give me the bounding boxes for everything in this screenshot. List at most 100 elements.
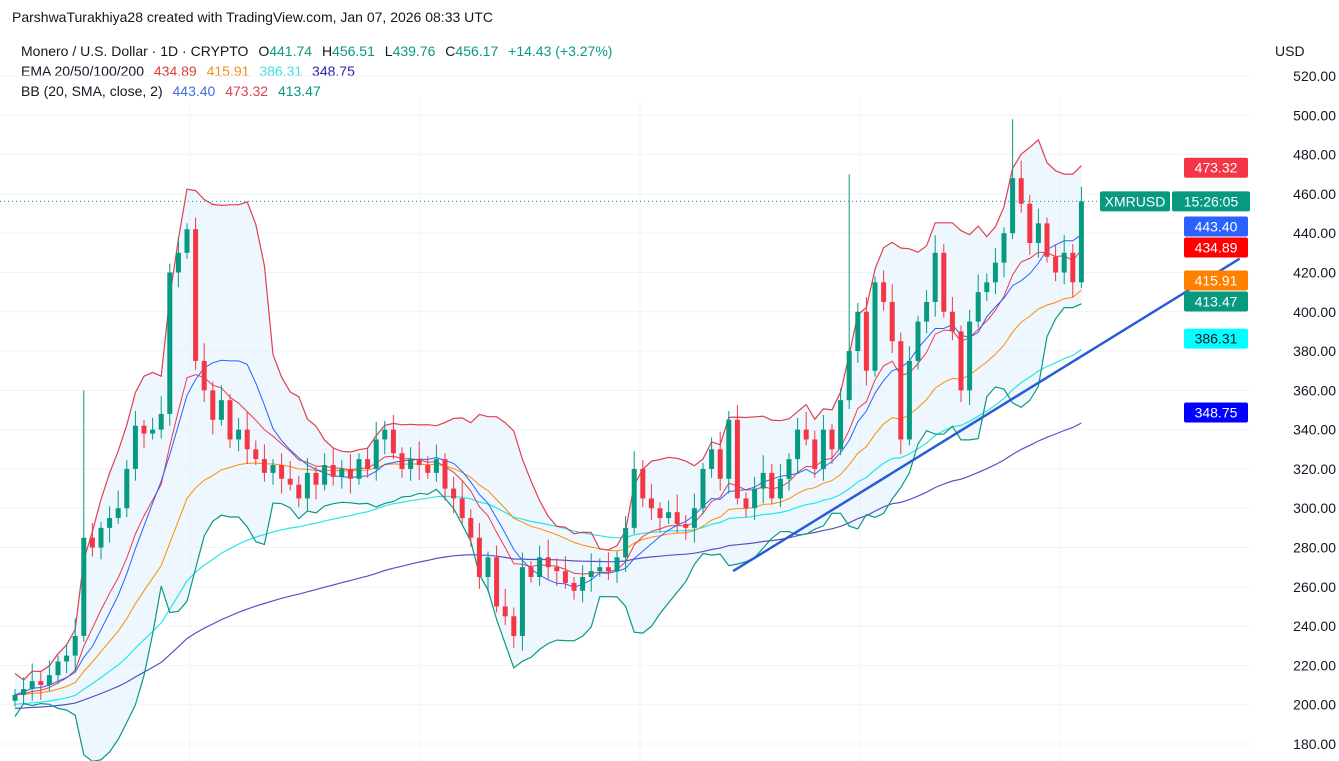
candle-body [889, 301, 895, 342]
last-price-label: XMRUSD 15:26:05 [1100, 191, 1250, 212]
y-tick-label: 400.00 [1293, 304, 1336, 320]
candle-body [932, 252, 938, 302]
candle-body [777, 478, 783, 499]
candle-body [528, 567, 534, 577]
y-tick-label: 520.00 [1293, 68, 1336, 84]
candle-body [115, 508, 121, 519]
candle-body [296, 484, 302, 499]
candle-body [373, 439, 379, 469]
y-tick-label: 300.00 [1293, 500, 1336, 516]
candle-body [1010, 178, 1016, 234]
candle-body [760, 472, 766, 489]
candle-body [29, 681, 35, 689]
y-tick-label: 260.00 [1293, 579, 1336, 595]
candle-body [408, 459, 414, 469]
high-label: H [321, 43, 333, 59]
candle-body [915, 321, 921, 361]
symbol-legend-row: Monero / U.S. Dollar · 1D · CRYPTO O441.… [21, 41, 618, 61]
candle-body [1027, 203, 1033, 243]
candle-body [700, 468, 706, 509]
candle-body [1035, 223, 1041, 243]
candle-body [89, 537, 95, 548]
candle-body [1078, 201, 1084, 283]
candle-body [46, 675, 52, 686]
price-label-text: 413.47 [1195, 294, 1238, 310]
ema100-line [14, 349, 1082, 705]
open-value: 441.74 [269, 43, 313, 59]
candle-body [820, 429, 826, 469]
ema-label[interactable]: EMA 20/50/100/200 [21, 63, 144, 79]
y-tick-label: 460.00 [1293, 186, 1336, 202]
symbol-title[interactable]: Monero / U.S. Dollar · 1D · CRYPTO [21, 43, 249, 59]
price-label-text: 434.89 [1195, 239, 1238, 255]
candle-body [416, 459, 422, 466]
candle-body [81, 537, 87, 636]
candle-body [1018, 178, 1024, 204]
candle-body [786, 459, 792, 479]
candle-body [597, 567, 603, 572]
countdown-text: 15:26:05 [1184, 193, 1239, 209]
candle-body [356, 459, 362, 479]
candle-body [304, 472, 310, 499]
open-label: O [258, 43, 270, 59]
y-tick-label: 280.00 [1293, 540, 1336, 556]
candle-body [872, 282, 878, 371]
candle-body [1044, 223, 1050, 257]
candle-body [958, 331, 964, 391]
candle-body [476, 537, 482, 577]
candle-body [433, 459, 439, 473]
candle-body [167, 272, 173, 414]
low-label: L [384, 43, 393, 59]
y-tick-label: 360.00 [1293, 382, 1336, 398]
candle-body [485, 557, 491, 577]
candle-body [347, 468, 353, 479]
candle-body [451, 488, 457, 499]
candle-body [949, 311, 955, 332]
bb-label[interactable]: BB (20, SMA, close, 2) [21, 83, 163, 99]
candle-body [666, 512, 672, 519]
candle-body [1053, 256, 1059, 273]
countdown-tag [1172, 191, 1250, 212]
ema50-line [14, 289, 1082, 696]
y-tick-label: 220.00 [1293, 657, 1336, 673]
candle-body [967, 321, 973, 391]
candle-body [459, 498, 465, 519]
candle-body [322, 465, 328, 485]
candle-body [1061, 252, 1067, 273]
currency-label[interactable]: USD [1275, 43, 1305, 59]
price-label-tag [1184, 291, 1248, 312]
candle-body [571, 582, 577, 591]
candle-body [425, 465, 431, 473]
candle-body [588, 571, 594, 577]
candle-body [279, 465, 285, 479]
candle-body [193, 229, 199, 361]
candle-body [12, 694, 18, 701]
y-tick-label: 180.00 [1293, 736, 1336, 752]
candle-body [175, 252, 181, 273]
price-label-tag [1184, 402, 1248, 423]
ema-legend-row: EMA 20/50/100/200 434.89 415.91 386.31 3… [21, 61, 618, 81]
candle-body [227, 400, 233, 440]
candle-body [545, 557, 551, 568]
bb-upper-line [14, 138, 1082, 681]
y-tick-label: 320.00 [1293, 461, 1336, 477]
candle-body [236, 429, 242, 440]
candle-body [691, 508, 697, 528]
price-label-text: 348.75 [1195, 404, 1238, 420]
candle-body [537, 557, 543, 577]
candle-body [390, 429, 396, 454]
candle-body [562, 571, 568, 583]
candle-body [769, 472, 775, 499]
price-label-tag [1184, 216, 1248, 237]
price-label-text: 473.32 [1195, 160, 1238, 176]
symbol-tag [1100, 191, 1170, 212]
candle-body [648, 498, 654, 509]
candle-body [554, 567, 560, 572]
candle-body [803, 429, 809, 440]
change-value: +14.43 (+3.27%) [508, 43, 613, 59]
bb-basis-line [14, 234, 1082, 696]
price-label-tag [1184, 328, 1248, 349]
price-label-tag [1184, 157, 1248, 178]
candle-body [881, 282, 887, 302]
